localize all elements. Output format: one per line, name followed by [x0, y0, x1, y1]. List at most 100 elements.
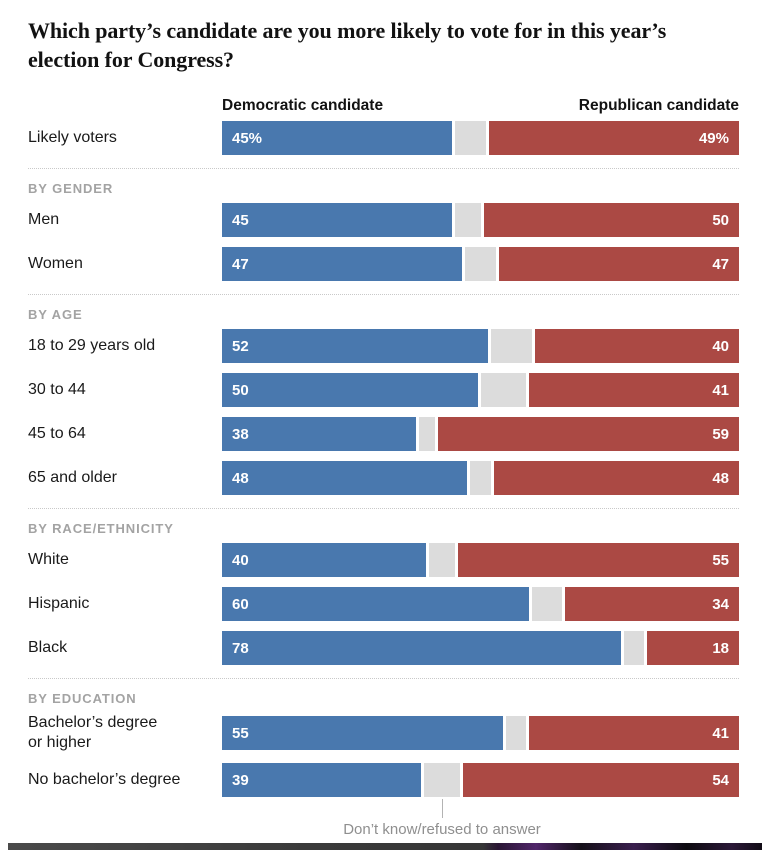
chart-row-bachelors-or-higher: Bachelor’s degree or higher 55 41 [28, 713, 739, 753]
bar: 45 50 [222, 203, 739, 237]
row-label: No bachelor’s degree [28, 771, 181, 788]
rep-bar-segment: 41 [529, 373, 739, 407]
section-header-gender: BY GENDER [28, 181, 114, 196]
rep-bar-segment: 34 [565, 587, 739, 621]
dem-value-label: 52 [232, 337, 249, 355]
rep-value-label: 49% [698, 129, 729, 147]
row-label: Likely voters [28, 129, 117, 146]
rep-value-label: 40 [712, 337, 729, 355]
bar: 50 41 [222, 373, 739, 407]
rep-bar-segment: 48 [493, 461, 739, 495]
section-divider [28, 294, 739, 295]
bar: 40 55 [222, 543, 739, 577]
rep-value-label: 54 [712, 771, 729, 789]
dem-value-label: 38 [232, 425, 249, 443]
label-column-spacer [28, 97, 222, 115]
dem-value-label: 50 [232, 381, 249, 399]
dem-bar-segment: 47 [222, 247, 463, 281]
chart-row-likely-voters: Likely voters 45% 49% [28, 121, 739, 155]
chart-row-white: White 40 55 [28, 543, 739, 577]
dontknow-bar-segment [531, 587, 563, 621]
annotation-connector-line [442, 799, 443, 818]
republican-column-header: Republican candidate [578, 97, 739, 114]
rep-value-label: 55 [712, 551, 729, 569]
dem-bar-segment: 38 [222, 417, 417, 451]
rep-bar-segment: 59 [437, 417, 739, 451]
chart-row-black: Black 78 18 [28, 631, 739, 665]
row-label: 45 to 64 [28, 425, 86, 442]
dem-value-label: 55 [232, 724, 249, 742]
dem-bar-segment: 50 [222, 373, 478, 407]
dem-bar-segment: 45% [222, 121, 452, 155]
dontknow-bar-segment [419, 417, 435, 451]
dontknow-bar-segment [470, 461, 491, 495]
dem-bar-segment: 52 [222, 329, 488, 363]
rep-bar-segment: 40 [534, 329, 739, 363]
democratic-column-header: Democratic candidate [222, 97, 384, 114]
row-label: Men [28, 211, 60, 228]
dem-value-label: 78 [232, 639, 249, 657]
bar: 78 18 [222, 631, 739, 665]
bar: 47 47 [222, 247, 739, 281]
row-label: Black [28, 639, 68, 656]
dem-bar-segment: 48 [222, 461, 468, 495]
section-header-race: BY RACE/ETHNICITY [28, 521, 174, 536]
rep-value-label: 18 [712, 639, 729, 657]
chart-row-women: Women 47 47 [28, 247, 739, 281]
chart-title: Which party’s candidate are you more lik… [28, 18, 667, 72]
dontknow-bar-segment [623, 631, 645, 665]
dontknow-bar-segment [454, 121, 486, 155]
chart-row-30-44: 30 to 44 50 41 [28, 373, 739, 407]
dem-value-label: 39 [232, 771, 249, 789]
dem-bar-segment: 55 [222, 716, 504, 750]
dont-know-annotation: Don’t know/refused to answer [343, 821, 541, 838]
rep-value-label: 47 [712, 255, 729, 273]
rep-bar-segment: 41 [529, 716, 739, 750]
dontknow-bar-segment [480, 373, 527, 407]
section-header-age: BY AGE [28, 307, 83, 322]
bar: 60 34 [222, 587, 739, 621]
column-headers: Democratic candidate Republican candidat… [28, 97, 739, 115]
next-content-strip [8, 843, 762, 850]
dem-bar-segment: 39 [222, 763, 422, 797]
rep-bar-segment: 55 [457, 543, 739, 577]
row-label: 18 to 29 years old [28, 337, 156, 354]
chart-row-45-64: 45 to 64 38 59 [28, 417, 739, 451]
dem-value-label: 48 [232, 469, 249, 487]
dontknow-bar-segment [490, 329, 532, 363]
bar: 48 48 [222, 461, 739, 495]
chart-row-men: Men 45 50 [28, 203, 739, 237]
rep-value-label: 50 [712, 211, 729, 229]
dem-bar-segment: 78 [222, 631, 621, 665]
dontknow-bar-segment [465, 247, 496, 281]
bar: 39 54 [222, 763, 739, 797]
dontknow-bar-segment [429, 543, 455, 577]
dontknow-bar-segment [424, 763, 461, 797]
chart-content: Which party’s candidate are you more lik… [28, 18, 739, 797]
rep-bar-segment: 50 [483, 203, 739, 237]
chart-row-no-bachelors: No bachelor’s degree 39 54 [28, 763, 739, 797]
dontknow-bar-segment [506, 716, 527, 750]
bar: 55 41 [222, 716, 739, 750]
bar-column-headers: Democratic candidate Republican candidat… [222, 97, 739, 115]
rep-bar-segment: 54 [463, 763, 739, 797]
row-label: White [28, 551, 69, 568]
section-header-education: BY EDUCATION [28, 691, 137, 706]
dem-bar-segment: 40 [222, 543, 427, 577]
dem-value-label: 40 [232, 551, 249, 569]
section-divider [28, 168, 739, 169]
rep-value-label: 34 [712, 595, 729, 613]
rep-value-label: 48 [712, 469, 729, 487]
rep-bar-segment: 47 [498, 247, 739, 281]
dem-bar-segment: 60 [222, 587, 529, 621]
bar: 52 40 [222, 329, 739, 363]
rep-value-label: 59 [712, 425, 729, 443]
dem-value-label: 47 [232, 255, 249, 273]
dem-bar-segment: 45 [222, 203, 452, 237]
dem-value-label: 45 [232, 211, 249, 229]
rep-value-label: 41 [712, 381, 729, 399]
chart-row-65-older: 65 and older 48 48 [28, 461, 739, 495]
annotation-area: Don’t know/refused to answer [0, 797, 762, 843]
dem-value-label: 45% [232, 129, 263, 147]
